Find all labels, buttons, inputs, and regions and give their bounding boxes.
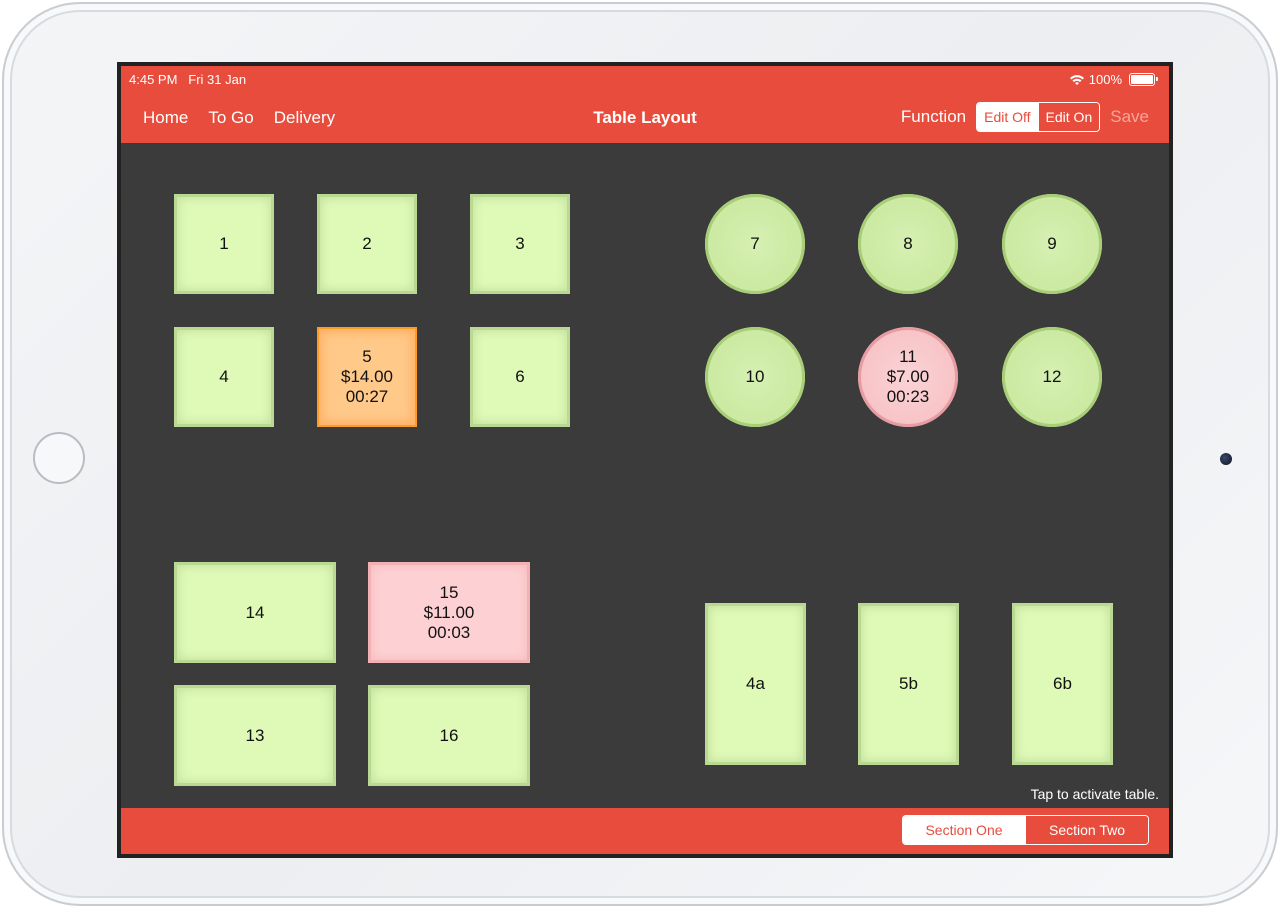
table-6[interactable]: 6 (470, 327, 570, 427)
table-5[interactable]: 5 $14.00 00:27 (317, 327, 417, 427)
nav-home[interactable]: Home (143, 108, 189, 127)
section-segmented-control: Section One Section Two (902, 815, 1149, 845)
table-4[interactable]: 4 (174, 327, 274, 427)
camera (1220, 453, 1232, 465)
nav-to-go[interactable]: To Go (208, 108, 254, 127)
table-11[interactable]: 11 $7.00 00:23 (858, 327, 958, 427)
home-button[interactable] (33, 432, 85, 484)
battery-icon (1129, 73, 1158, 86)
table-16[interactable]: 16 (368, 685, 530, 786)
screen: 4:45 PM Fri 31 Jan 100% Home To Go Deliv… (117, 62, 1173, 858)
page-title: Table Layout (593, 108, 697, 127)
table-4a[interactable]: 4a (705, 603, 806, 765)
table-7[interactable]: 7 (705, 194, 805, 294)
table-1[interactable]: 1 (174, 194, 274, 294)
edit-mode-segmented-control: Edit Off Edit On (976, 102, 1101, 132)
table-13[interactable]: 13 (174, 685, 336, 786)
function-button[interactable]: Function (900, 107, 967, 126)
status-clock: 4:45 PM (129, 72, 178, 87)
save-button[interactable]: Save (1110, 107, 1149, 126)
status-date: Fri 31 Jan (188, 72, 247, 87)
table-6b[interactable]: 6b (1012, 603, 1113, 765)
status-time: 4:45 PM Fri 31 Jan (129, 72, 246, 87)
section-two-segment[interactable]: Section Two (1025, 816, 1148, 844)
nav-right: Function Edit Off Edit On Save (901, 102, 1149, 132)
battery-percent: 100% (1088, 72, 1122, 87)
section-one-segment[interactable]: Section One (903, 816, 1025, 844)
top-bar: 4:45 PM Fri 31 Jan 100% Home To Go Deliv… (121, 66, 1169, 143)
table-14[interactable]: 14 (174, 562, 336, 663)
hint-text: Tap to activate table. (1030, 786, 1159, 802)
table-3[interactable]: 3 (470, 194, 570, 294)
table-12[interactable]: 12 (1002, 327, 1102, 427)
table-floor: 1 2 3 4 5 $14.00 00:27 6 7 8 9 10 11 $7.… (121, 143, 1169, 812)
table-9[interactable]: 9 (1002, 194, 1102, 294)
edit-off-segment[interactable]: Edit Off (977, 103, 1038, 131)
table-8[interactable]: 8 (858, 194, 958, 294)
wifi-icon (1069, 74, 1084, 85)
nav-left: Home To Go Delivery (143, 108, 335, 128)
table-15[interactable]: 15 $11.00 00:03 (368, 562, 530, 663)
table-10[interactable]: 10 (705, 327, 805, 427)
edit-on-segment[interactable]: Edit On (1037, 103, 1100, 131)
table-5b[interactable]: 5b (858, 603, 959, 765)
nav-delivery[interactable]: Delivery (273, 108, 336, 127)
table-2[interactable]: 2 (317, 194, 417, 294)
bottom-bar: Section One Section Two (121, 808, 1169, 854)
status-right: 100% (1069, 72, 1158, 87)
